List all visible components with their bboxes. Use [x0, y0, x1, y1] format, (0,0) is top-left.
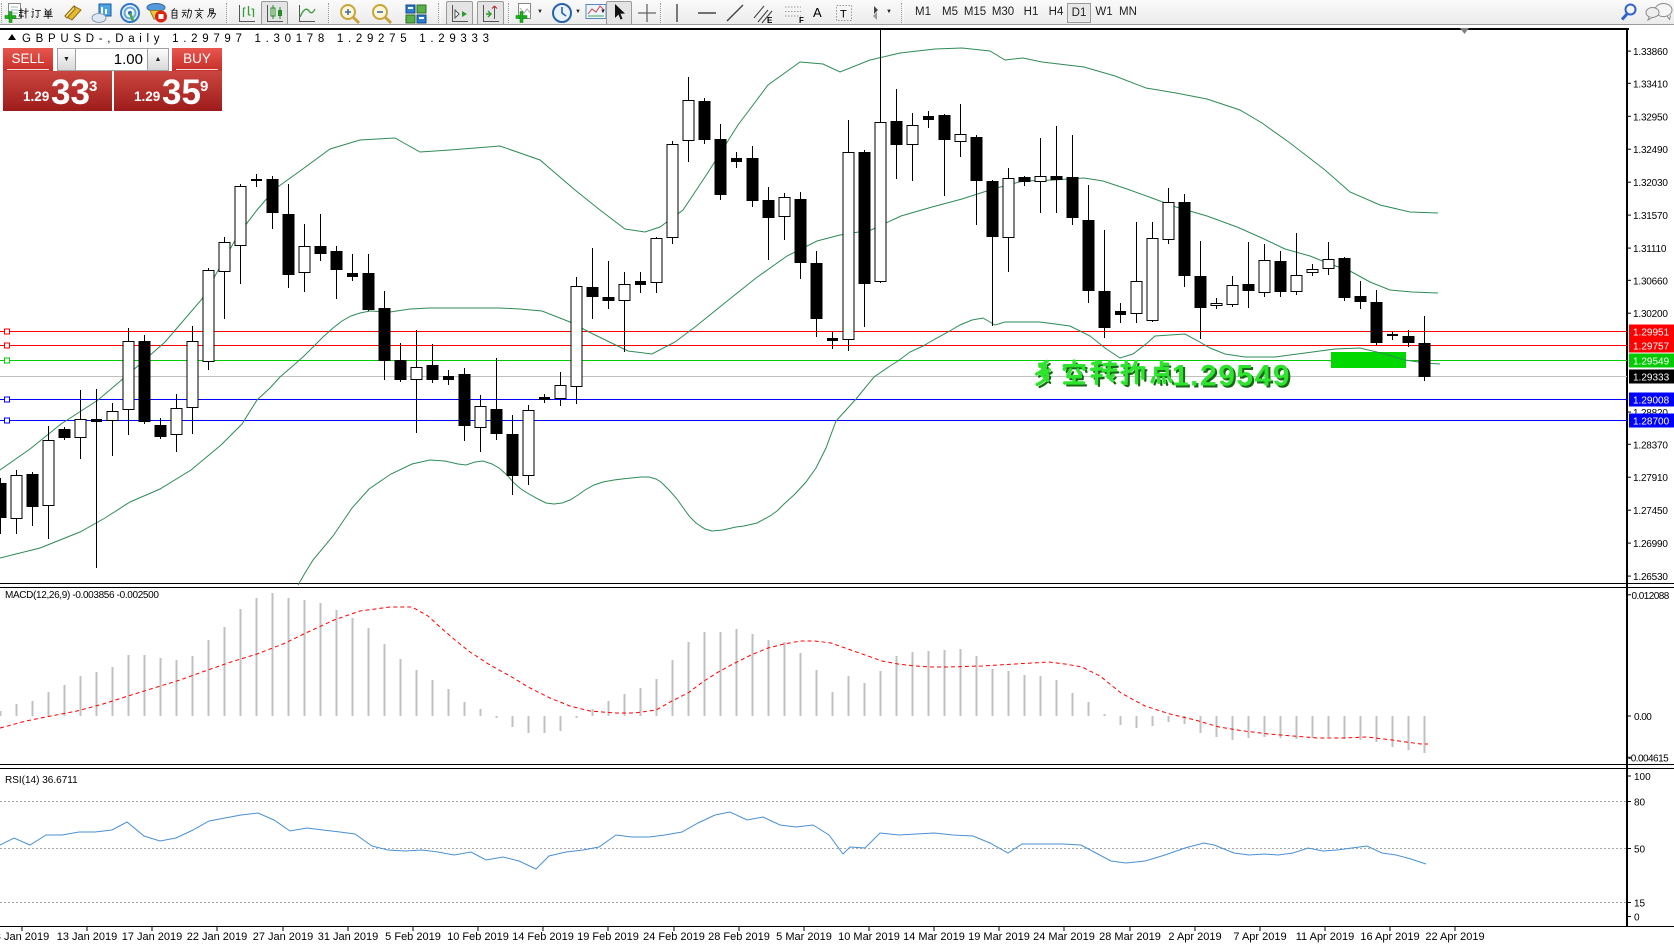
svg-text:17 Jan 2019: 17 Jan 2019	[122, 931, 183, 943]
svg-text:1.33410: 1.33410	[1633, 79, 1668, 90]
svg-text:1.29951: 1.29951	[1633, 328, 1670, 339]
svg-text:1.27910: 1.27910	[1633, 473, 1668, 484]
svg-text:22 Apr 2019: 22 Apr 2019	[1425, 931, 1484, 943]
svg-text:14 Mar 2019: 14 Mar 2019	[903, 931, 965, 943]
svg-text:1.31570: 1.31570	[1633, 211, 1668, 222]
svg-text:1.32030: 1.32030	[1633, 178, 1668, 189]
svg-text:RSI(14) 36.6711: RSI(14) 36.6711	[5, 775, 78, 786]
svg-text:80: 80	[1634, 798, 1646, 809]
svg-text:0: 0	[1634, 913, 1640, 924]
svg-text:MACD(12,26,9) -0.003856 -0.002: MACD(12,26,9) -0.003856 -0.002500	[5, 590, 159, 601]
svg-text:31 Jan 2019: 31 Jan 2019	[318, 931, 379, 943]
svg-text:1.26530: 1.26530	[1633, 572, 1668, 583]
svg-text:10 Feb 2019: 10 Feb 2019	[447, 931, 509, 943]
svg-text:1.33860: 1.33860	[1633, 47, 1668, 58]
svg-text:1.29008: 1.29008	[1633, 396, 1670, 407]
svg-text:24 Feb 2019: 24 Feb 2019	[643, 931, 705, 943]
svg-text:22 Jan 2019: 22 Jan 2019	[187, 931, 248, 943]
svg-text:27 Jan 2019: 27 Jan 2019	[253, 931, 314, 943]
svg-text:19 Mar 2019: 19 Mar 2019	[968, 931, 1030, 943]
svg-text:0.00: 0.00	[1634, 712, 1652, 723]
svg-text:5 Mar 2019: 5 Mar 2019	[776, 931, 832, 943]
svg-text:7 Apr 2019: 7 Apr 2019	[1233, 931, 1286, 943]
svg-text:1.32490: 1.32490	[1633, 145, 1668, 156]
svg-text:E: E	[767, 16, 773, 24]
svg-text:1.29549: 1.29549	[1174, 362, 1293, 395]
svg-text:1.28370: 1.28370	[1633, 440, 1668, 451]
svg-text:1.32950: 1.32950	[1633, 112, 1668, 123]
svg-text:28 Mar 2019: 28 Mar 2019	[1099, 931, 1161, 943]
svg-text:50: 50	[1634, 845, 1646, 856]
svg-text:F: F	[799, 16, 804, 24]
svg-text:1.30660: 1.30660	[1633, 276, 1668, 287]
svg-text:24 Mar 2019: 24 Mar 2019	[1033, 931, 1095, 943]
svg-text:1.29333: 1.29333	[1633, 373, 1670, 384]
svg-text:1.29549: 1.29549	[1172, 360, 1291, 393]
svg-text:19 Feb 2019: 19 Feb 2019	[577, 931, 639, 943]
svg-text:1.29549: 1.29549	[1633, 357, 1670, 368]
svg-text:1.29757: 1.29757	[1633, 342, 1670, 353]
svg-text:13 Jan 2019: 13 Jan 2019	[57, 931, 118, 943]
svg-text:11 Apr 2019: 11 Apr 2019	[1296, 931, 1355, 943]
svg-text:0.012088: 0.012088	[1632, 591, 1670, 602]
svg-text:5 Feb 2019: 5 Feb 2019	[385, 931, 441, 943]
svg-text:1.26990: 1.26990	[1633, 539, 1668, 550]
svg-text:1.30200: 1.30200	[1633, 309, 1668, 320]
svg-text:100: 100	[1634, 772, 1651, 783]
svg-text:-0.004615: -0.004615	[1628, 753, 1669, 764]
svg-text:28 Feb 2019: 28 Feb 2019	[708, 931, 770, 943]
svg-text:14 Feb 2019: 14 Feb 2019	[512, 931, 574, 943]
svg-text:16 Apr 2019: 16 Apr 2019	[1360, 931, 1419, 943]
svg-text:1.31110: 1.31110	[1633, 244, 1667, 255]
svg-text:2 Apr 2019: 2 Apr 2019	[1168, 931, 1221, 943]
svg-text:1.27450: 1.27450	[1633, 506, 1668, 517]
svg-text:8 Jan 2019: 8 Jan 2019	[0, 931, 49, 943]
svg-text:10 Mar 2019: 10 Mar 2019	[838, 931, 900, 943]
svg-text:T: T	[840, 9, 847, 21]
svg-text:1.28700: 1.28700	[1633, 417, 1670, 428]
svg-text:GBPUSD-,Daily 1.29797 1.30178: GBPUSD-,Daily 1.29797 1.30178 1.29275 1.…	[22, 33, 494, 45]
svg-text:15: 15	[1634, 899, 1646, 910]
